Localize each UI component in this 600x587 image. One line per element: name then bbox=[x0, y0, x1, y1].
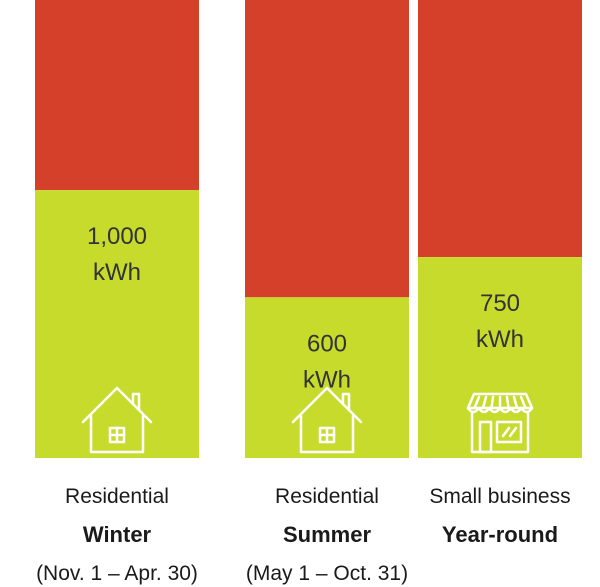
category-label-type: Small business bbox=[429, 485, 570, 508]
bar-upper-segment bbox=[35, 0, 199, 191]
house-chimney bbox=[341, 392, 351, 412]
store-walls bbox=[470, 410, 530, 454]
category-label-season: Year-round bbox=[442, 522, 558, 547]
category-label-period: (Nov. 1 – Apr. 30) bbox=[36, 562, 198, 585]
store-window-glare bbox=[501, 426, 511, 438]
store-awning-stripe bbox=[473, 395, 481, 410]
store-icon bbox=[466, 392, 534, 454]
store-door bbox=[478, 420, 493, 454]
store-awning-stripe bbox=[505, 395, 510, 410]
category-label-period: (May 1 – Oct. 31) bbox=[246, 562, 408, 585]
bar-upper-segment bbox=[245, 0, 409, 298]
category-label-type: Residential bbox=[65, 485, 169, 508]
category-label-type: Residential bbox=[275, 485, 379, 508]
data-label-unit: kWh bbox=[476, 326, 524, 353]
data-label-unit: kWh bbox=[93, 259, 141, 286]
bar-group-3: 750 kWh bbox=[418, 0, 582, 458]
data-label-value: 750 bbox=[480, 290, 520, 317]
store-awning-stripe bbox=[490, 395, 495, 410]
data-label-value: 1,000 bbox=[87, 223, 147, 250]
bar-value-segment bbox=[418, 257, 582, 458]
data-label-value: 600 bbox=[307, 330, 347, 357]
store-awning-stripe bbox=[512, 395, 519, 410]
bar-value-segment bbox=[35, 190, 199, 458]
store-window bbox=[495, 420, 523, 444]
store-awning-stripe bbox=[481, 395, 488, 410]
store-window-glare bbox=[508, 426, 518, 438]
house-walls bbox=[299, 414, 355, 454]
category-label-season: Summer bbox=[283, 522, 371, 547]
house-chimney bbox=[131, 392, 141, 412]
category-label-season: Winter bbox=[83, 522, 152, 547]
bar-group-1: 1,000 kWh bbox=[35, 0, 199, 458]
store-awning-scallop bbox=[466, 406, 534, 414]
house-icon bbox=[81, 386, 153, 454]
store-awning-stripe bbox=[519, 395, 527, 410]
house-walls bbox=[89, 414, 145, 454]
bar-upper-segment bbox=[418, 0, 582, 258]
house-icon bbox=[291, 386, 363, 454]
